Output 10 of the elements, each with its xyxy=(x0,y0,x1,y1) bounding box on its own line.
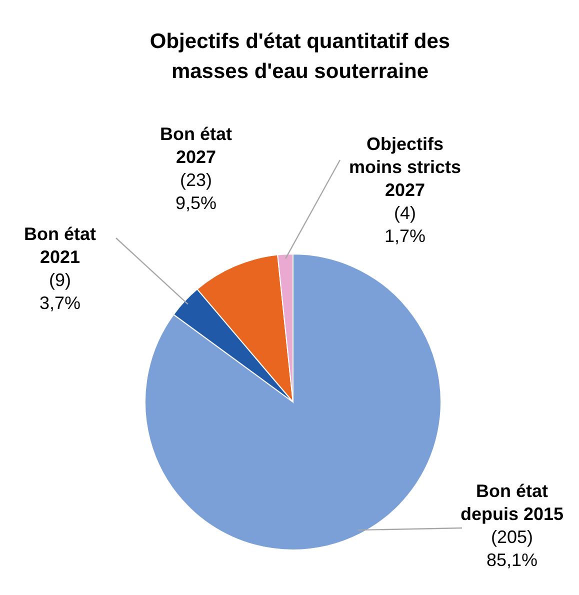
pie-slice xyxy=(144,254,442,550)
slice-label: Bon état depuis 2015 xyxy=(460,481,564,524)
data-label: (9) 3,7% xyxy=(39,270,81,313)
slice-label: Objectifs moins stricts 2027 xyxy=(348,134,462,200)
data-label: (4) 1,7% xyxy=(384,203,426,246)
chart-title: Objectifs d'état quantitatif des masses d'eau souterraine xyxy=(150,30,450,83)
data-label: (205) 85,1% xyxy=(486,527,538,570)
slice-label: Bon état 2021 xyxy=(24,224,96,267)
slice-label: Bon état 2027 xyxy=(160,124,232,167)
data-label: (23) 9,5% xyxy=(175,170,217,213)
